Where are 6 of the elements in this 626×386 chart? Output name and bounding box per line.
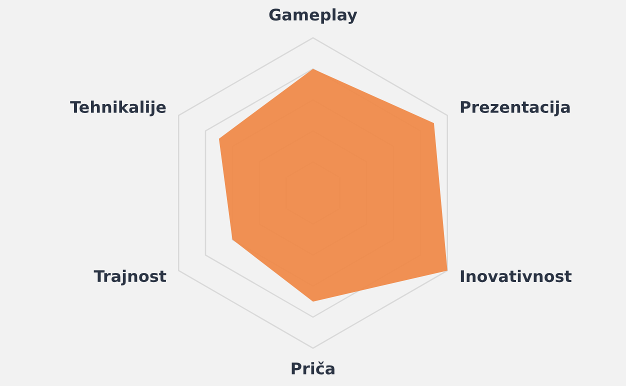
spoke-label: Tehnikalije — [70, 100, 166, 116]
spoke-label: Trajnost — [94, 270, 166, 286]
spoke-label: Gameplay — [269, 8, 358, 24]
spoke-label: Priča — [292, 361, 334, 374]
spoke-label: Prezentacija — [460, 100, 570, 116]
spoke-label: Inovativnost — [460, 270, 572, 282]
